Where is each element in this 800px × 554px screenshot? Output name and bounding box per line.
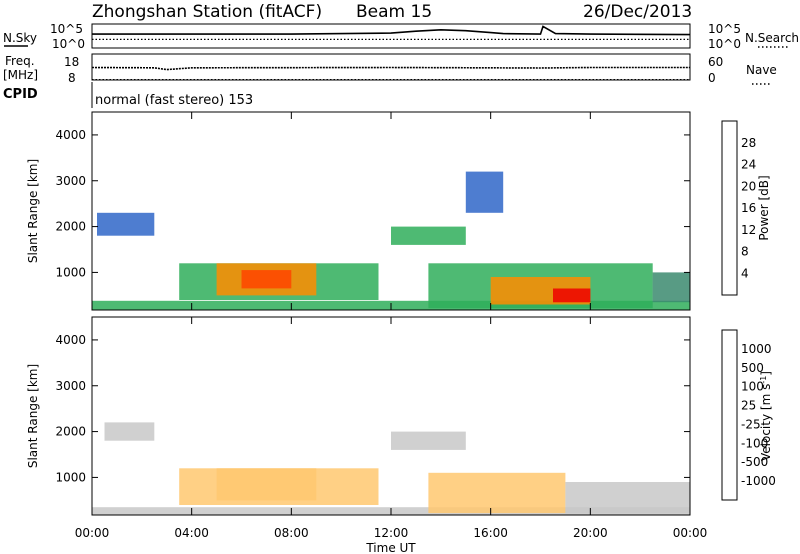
- power-cbar-tick-label: 24: [741, 158, 756, 172]
- power-cbar-tick-label: 16: [741, 201, 756, 215]
- nave-tick-top: 60: [708, 55, 723, 69]
- power-echo-region-6: [553, 288, 591, 303]
- time-tick-label: 00:00: [75, 526, 110, 540]
- power-cbar-tick-label: 20: [741, 179, 756, 193]
- noise-tick-right-top: 10^5: [708, 22, 741, 36]
- power-cbar-tick-label: 12: [741, 223, 756, 237]
- vel-echo-region-3: [428, 472, 566, 514]
- time-tick-label: 00:00: [673, 526, 708, 540]
- power-ylabel: Slant Range [km]: [26, 159, 40, 263]
- velocity-colorbar: -1000 -500 -100 -25 25 100 500 1000: [741, 342, 776, 488]
- vel-echo-region-5: [391, 431, 466, 450]
- time-tick-label: 04:00: [174, 526, 209, 540]
- velocity-colorbar-label: Velocity [m s-1]: [759, 371, 774, 461]
- vel-cbar-tick-label: 25: [741, 399, 756, 413]
- power-y-ticks: 1000 2000 3000 4000: [55, 128, 690, 279]
- beam-title: Beam 15: [356, 2, 432, 22]
- power-ytick-label: 1000: [55, 265, 86, 279]
- freq-tick-top: 18: [64, 55, 79, 69]
- noise-panel-frame: [91, 23, 691, 49]
- station-title: Zhongshan Station (fitACF): [92, 2, 322, 22]
- vel-ytick-label: 1000: [55, 470, 86, 484]
- power-echo-region-9: [652, 272, 690, 303]
- noise-tick-left-bottom: 10^0: [52, 37, 85, 51]
- vel-cbar-tick-label: -1000: [741, 474, 776, 488]
- power-heatmap: [92, 171, 690, 310]
- vel-ytick-label: 2000: [55, 425, 86, 439]
- power-ytick-label: 4000: [55, 128, 86, 142]
- vel-cbar-tick-label: -100: [741, 436, 768, 450]
- noise-tick-left-top: 10^5: [50, 22, 83, 36]
- nave-tick-bottom: 0: [708, 71, 716, 85]
- power-cbar-tick-label: 28: [741, 136, 756, 150]
- date-title: 26/Dec/2013: [583, 2, 692, 22]
- time-tick-label: 12:00: [374, 526, 409, 540]
- series-n-sky: [92, 25, 691, 36]
- power-ytick-label: 3000: [55, 174, 86, 188]
- power-cbar-tick-label: 8: [741, 245, 749, 259]
- noise-series: [92, 25, 691, 41]
- time-tick-label: 16:00: [473, 526, 508, 540]
- power-echo-region-3: [241, 270, 292, 289]
- vel-cbar-tick-label: 100: [741, 380, 764, 394]
- time-axis-labels: 00:00 04:00 08:00 12:00 16:00 20:00 00:00: [75, 526, 708, 540]
- vel-echo-region-4: [565, 482, 690, 514]
- cpid-label: CPID: [3, 87, 38, 102]
- nsky-label: N.Sky: [3, 31, 37, 45]
- velocity-heatmap: [92, 422, 690, 515]
- power-cbar-tick-label: 4: [741, 266, 749, 280]
- freq-series: [91, 66, 690, 81]
- velocity-x-ticks: [91, 317, 691, 515]
- power-ytick-label: 2000: [55, 220, 86, 234]
- vel-echo-region-6: [104, 422, 155, 441]
- cpid-text: normal (fast stereo) 153: [95, 93, 253, 108]
- vel-echo-region-2: [216, 468, 317, 501]
- freq-label-line2: [MHz]: [3, 68, 38, 82]
- freq-tick-bottom: 8: [68, 71, 76, 85]
- power-colorbar-label: Power [dB]: [757, 175, 771, 240]
- power-colorbar-frame: [721, 120, 738, 296]
- nsearch-label: N.Search: [745, 31, 799, 45]
- noise-tick-right-bottom: 10^0: [708, 37, 741, 51]
- series-freq: [91, 66, 690, 71]
- velocity-y-ticks: 1000 2000 3000 4000: [55, 333, 690, 484]
- xaxis-label: Time UT: [365, 541, 416, 554]
- power-colorbar: 4 8 12 16 20 24 28: [741, 136, 756, 281]
- power-echo-region-7: [391, 226, 466, 245]
- vel-cbar-tick-label: 500: [741, 361, 764, 375]
- nave-label: Nave: [746, 63, 777, 77]
- vel-cbar-tick-label: -25: [741, 417, 761, 431]
- power-echo-region-10: [465, 171, 504, 213]
- vel-ytick-label: 3000: [55, 379, 86, 393]
- vel-cbar-tick-label: 1000: [741, 342, 772, 356]
- power-x-ticks: [91, 112, 691, 310]
- vel-cbar-tick-label: -500: [741, 455, 768, 469]
- power-echo-region-8: [97, 212, 155, 236]
- time-tick-label: 20:00: [573, 526, 608, 540]
- velocity-ylabel: Slant Range [km]: [26, 364, 40, 468]
- time-tick-label: 08:00: [274, 526, 309, 540]
- freq-label-line1: Freq.: [5, 54, 35, 68]
- velocity-colorbar-frame: [721, 329, 738, 501]
- vel-ytick-label: 4000: [55, 333, 86, 347]
